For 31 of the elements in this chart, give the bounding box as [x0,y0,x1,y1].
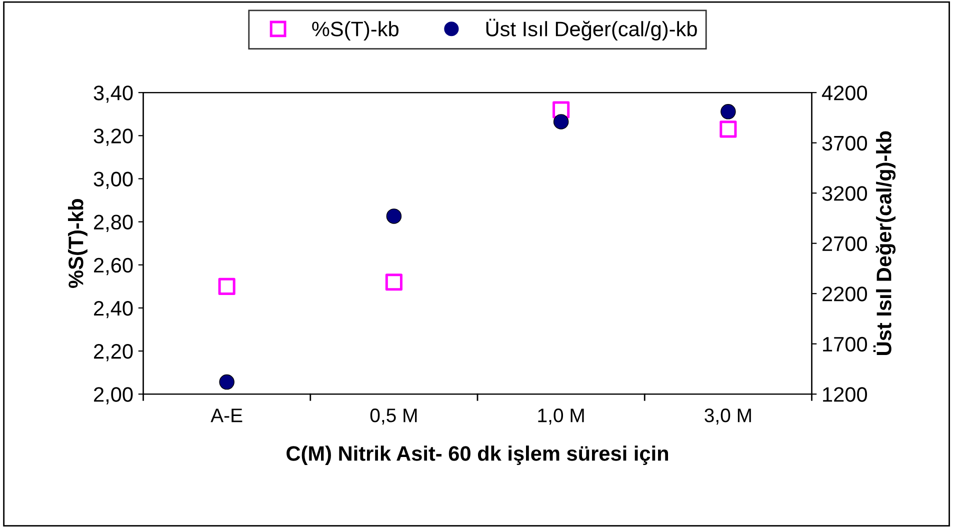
y-tick-label: 3,00 [94,172,133,189]
x-tick-label: 0,5 M [370,408,417,425]
y2-axis-title: Üst Isıl Değer(cal/g)-kb [873,131,896,355]
point [385,274,402,291]
legend-label: Üst Isıl Değer(cal/g)-kb [486,18,697,41]
x-axis-title: C(M) Nitrik Asit- 60 dk işlem süresi için [286,446,668,465]
y-tick-label: 3,40 [94,86,133,103]
y2-tick-label: 4200 [822,86,868,100]
point [386,208,402,224]
point [553,114,569,130]
y2-tick-label: 1200 [823,387,868,402]
x-tick-label: 1,0 M [538,408,584,425]
point [218,278,236,295]
x-tick-label: 3,0 M [704,408,751,425]
y-tick-label: 2,20 [94,344,133,362]
x-tick-label: A-E [210,408,242,422]
y-tick-label: 2,60 [94,258,133,276]
y-tick-label: 2,00 [94,387,133,404]
y-tick-label: 2,80 [94,214,133,232]
point [720,104,736,120]
y-tick-label: 3,20 [94,128,133,146]
y2-tick-label: 2700 [822,236,868,252]
y2-tick-label: 1700 [823,336,868,352]
y2-tick-label: 3700 [822,136,868,151]
y2-tick-label: 3200 [822,186,868,201]
y2-tick-label: 2200 [822,286,868,302]
point [720,120,737,138]
y-tick-label: 2,40 [94,300,133,318]
point [219,374,234,390]
y-axis-title: %S(T)-kb [68,199,88,288]
legend-label: %S(T)-kb [312,21,398,40]
